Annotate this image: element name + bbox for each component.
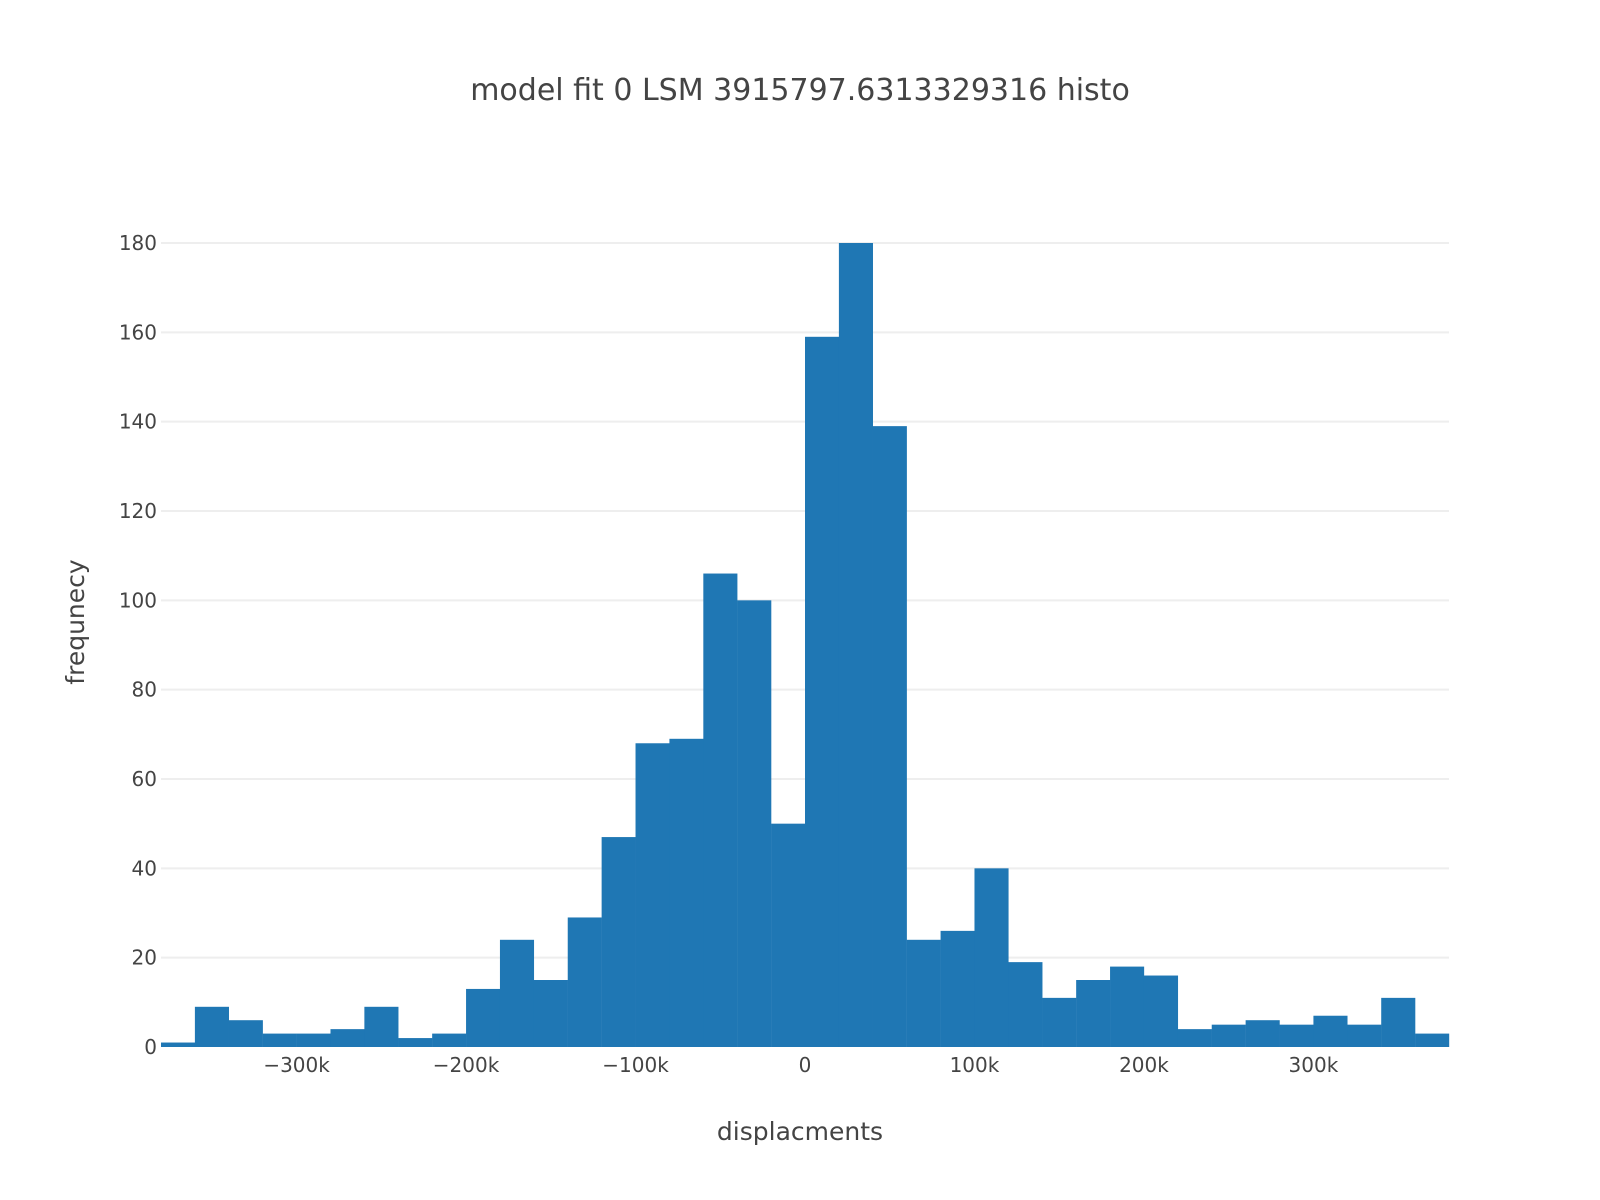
x-tick-label: 200k (1119, 1053, 1169, 1077)
y-tick-label: 0 (144, 1035, 157, 1059)
histogram-bar (601, 837, 636, 1047)
histogram-bar (228, 1020, 263, 1047)
histogram-bar (1143, 975, 1179, 1047)
histogram-bar (533, 980, 568, 1047)
histogram-bar (1042, 997, 1077, 1047)
y-tick-label: 80 (132, 678, 157, 702)
y-tick-label: 120 (119, 499, 157, 523)
histogram-bar (1211, 1024, 1246, 1047)
histogram-bar (567, 917, 602, 1047)
x-axis-ticks: −300k −200k −100k 0 100k 200k 300k (263, 1053, 1338, 1077)
histogram-bar (737, 600, 772, 1047)
histogram-bar (1177, 1029, 1212, 1047)
histogram-bar (940, 930, 975, 1047)
histogram-bar (1381, 997, 1416, 1047)
histogram-bar (1008, 962, 1043, 1047)
y-tick-label: 140 (119, 410, 157, 434)
x-tick-label: 0 (799, 1053, 812, 1077)
histogram-bar (1076, 980, 1111, 1047)
y-tick-label: 20 (132, 946, 157, 970)
y-tick-label: 40 (132, 856, 157, 880)
x-tick-label: −200k (433, 1053, 500, 1077)
histogram-bar (635, 743, 670, 1047)
histogram-bar (262, 1033, 297, 1047)
y-tick-label: 180 (119, 231, 157, 255)
histogram-bar (161, 1042, 196, 1047)
chart-title: model fit 0 LSM 3915797.6313329316 histo (470, 73, 1130, 108)
histogram-bar (805, 336, 840, 1047)
histogram-bar (364, 1006, 399, 1047)
y-axis-ticks: 0 20 40 60 80 100 120 140 160 180 (119, 231, 157, 1059)
histogram-bar (669, 738, 704, 1047)
histogram-bar (703, 573, 738, 1047)
y-axis-title: frequnecy (61, 559, 90, 685)
histogram-bar (872, 426, 907, 1048)
x-tick-label: 300k (1289, 1053, 1339, 1077)
histogram-bar (466, 988, 501, 1047)
y-tick-label: 60 (132, 767, 157, 791)
histogram-bar (974, 868, 1009, 1047)
histogram-bar (1110, 966, 1145, 1047)
y-tick-label: 160 (119, 320, 157, 344)
histogram-bar (194, 1006, 229, 1047)
histogram-bar (1415, 1033, 1450, 1047)
histogram-bars (161, 243, 1450, 1048)
y-tick-label: 100 (119, 588, 157, 612)
histogram-bar (499, 939, 535, 1047)
histogram-bar (1245, 1020, 1280, 1047)
histogram-bar (398, 1038, 433, 1047)
histogram-bar (906, 939, 941, 1047)
histogram-bar (1347, 1024, 1382, 1047)
histogram-bar (432, 1033, 467, 1047)
histogram-bar (296, 1033, 331, 1047)
histogram-bar (330, 1029, 365, 1047)
x-tick-label: 100k (950, 1053, 1000, 1077)
x-axis-title: displacments (717, 1117, 883, 1146)
x-tick-label: −100k (602, 1053, 669, 1077)
histogram-bar (1313, 1015, 1348, 1047)
histogram-bar (771, 823, 806, 1047)
histogram-bar (1279, 1024, 1314, 1047)
histogram-bar (838, 243, 873, 1047)
x-tick-label: −300k (263, 1053, 330, 1077)
